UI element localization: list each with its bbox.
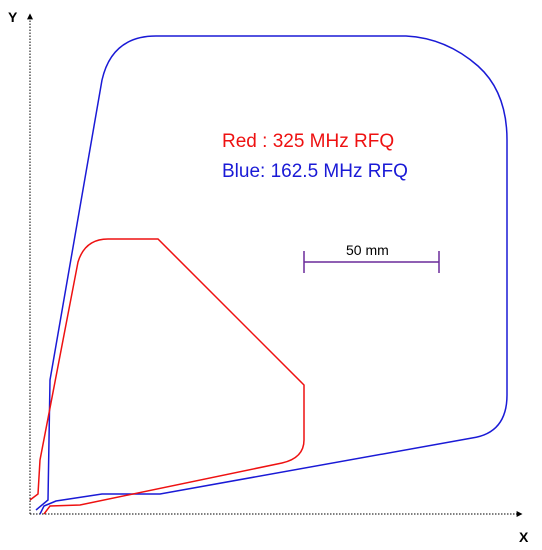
legend-red-label: Red : 325 MHz RFQ [222,131,394,152]
scale-bar: 50 mm [303,242,440,273]
red-vane-outline [29,238,305,515]
blue-vane-outline [35,35,508,515]
y-axis-label: Y [8,9,18,25]
scale-bar-label: 50 mm [346,242,389,258]
legend-blue-label: Blue: 162.5 MHz RFQ [222,161,408,182]
x-axis-label: X [519,529,529,545]
